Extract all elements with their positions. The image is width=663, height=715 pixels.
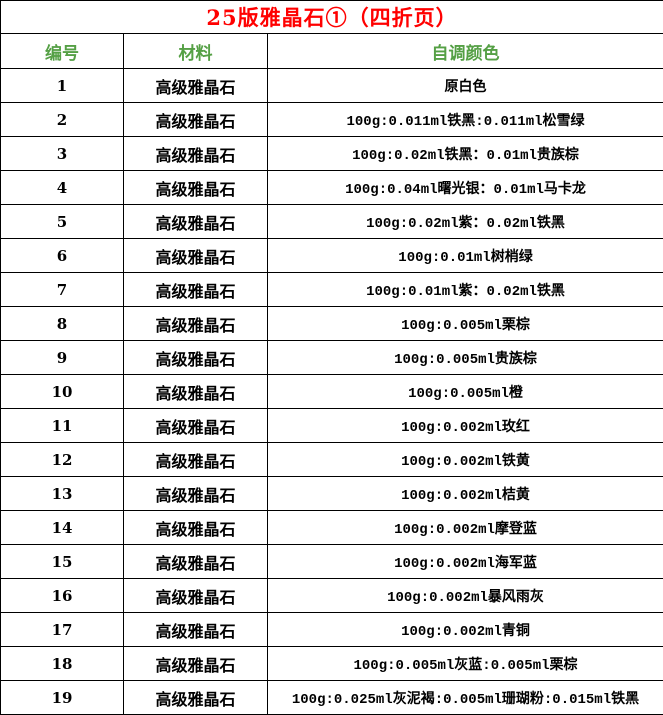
table-row: 3 高级雅晶石 100g:0.02ml铁黑：0.01ml贵族棕 <box>0 136 663 171</box>
table-row: 5 高级雅晶石 100g:0.02ml紫：0.02ml铁黑 <box>0 204 663 239</box>
cell-material: 高级雅晶石 <box>123 578 268 613</box>
cell-color: 100g:0.011ml铁黑:0.011ml松雪绿 <box>266 102 663 137</box>
cell-material: 高级雅晶石 <box>123 340 268 375</box>
cell-color: 100g:0.01ml紫：0.02ml铁黑 <box>266 272 663 307</box>
cell-material: 高级雅晶石 <box>123 442 268 477</box>
column-header-id: 编号 <box>0 33 124 69</box>
cell-color: 100g:0.025ml灰泥褐:0.005ml珊瑚粉:0.015ml铁黑 <box>266 680 663 715</box>
cell-color: 100g:0.002ml青铜 <box>266 612 663 647</box>
table-row: 12 高级雅晶石 100g:0.002ml铁黄 <box>0 442 663 477</box>
cell-id: 10 <box>0 374 124 409</box>
table-row: 1 高级雅晶石 原白色 <box>0 68 663 103</box>
cell-id: 19 <box>0 680 124 715</box>
cell-color: 100g:0.01ml树梢绿 <box>266 238 663 273</box>
table-row: 14 高级雅晶石 100g:0.002ml摩登蓝 <box>0 510 663 545</box>
cell-color: 100g:0.005ml橙 <box>266 374 663 409</box>
cell-color: 100g:0.002ml桔黄 <box>266 476 663 511</box>
cell-color: 100g:0.005ml贵族棕 <box>266 340 663 375</box>
column-header-material: 材料 <box>123 33 268 69</box>
column-header-row: 编号 材料 自调颜色 <box>0 33 663 69</box>
table-row: 11 高级雅晶石 100g:0.002ml玫红 <box>0 408 663 443</box>
cell-material: 高级雅晶石 <box>123 136 268 171</box>
cell-id: 7 <box>0 272 124 307</box>
table-row: 10 高级雅晶石 100g:0.005ml橙 <box>0 374 663 409</box>
cell-material: 高级雅晶石 <box>123 544 268 579</box>
table-row: 2 高级雅晶石 100g:0.011ml铁黑:0.011ml松雪绿 <box>0 102 663 137</box>
cell-color: 100g:0.002ml暴风雨灰 <box>266 578 663 613</box>
cell-id: 17 <box>0 612 124 647</box>
title-row: 25版雅晶石①（四折页） <box>0 0 663 34</box>
cell-color: 100g:0.002ml铁黄 <box>266 442 663 477</box>
cell-color: 原白色 <box>266 68 663 103</box>
column-header-color: 自调颜色 <box>266 33 663 69</box>
cell-material: 高级雅晶石 <box>123 272 268 307</box>
cell-color: 100g:0.005ml灰蓝:0.005ml栗棕 <box>266 646 663 681</box>
cell-color: 100g:0.02ml紫：0.02ml铁黑 <box>266 204 663 239</box>
table-row: 9 高级雅晶石 100g:0.005ml贵族棕 <box>0 340 663 375</box>
cell-id: 3 <box>0 136 124 171</box>
cell-material: 高级雅晶石 <box>123 476 268 511</box>
table-row: 6 高级雅晶石 100g:0.01ml树梢绿 <box>0 238 663 273</box>
table-body: 1 高级雅晶石 原白色 2 高级雅晶石 100g:0.011ml铁黑:0.011… <box>0 68 663 715</box>
cell-color: 100g:0.002ml摩登蓝 <box>266 510 663 545</box>
cell-material: 高级雅晶石 <box>123 612 268 647</box>
cell-id: 2 <box>0 102 124 137</box>
cell-material: 高级雅晶石 <box>123 170 268 205</box>
table-row: 8 高级雅晶石 100g:0.005ml栗棕 <box>0 306 663 341</box>
cell-material: 高级雅晶石 <box>123 680 268 715</box>
cell-id: 14 <box>0 510 124 545</box>
table-row: 4 高级雅晶石 100g:0.04ml曙光银：0.01ml马卡龙 <box>0 170 663 205</box>
cell-material: 高级雅晶石 <box>123 510 268 545</box>
table-row: 18 高级雅晶石 100g:0.005ml灰蓝:0.005ml栗棕 <box>0 646 663 681</box>
table-row: 15 高级雅晶石 100g:0.002ml海军蓝 <box>0 544 663 579</box>
cell-material: 高级雅晶石 <box>123 306 268 341</box>
cell-color: 100g:0.002ml玫红 <box>266 408 663 443</box>
cell-id: 11 <box>0 408 124 443</box>
cell-id: 6 <box>0 238 124 273</box>
cell-id: 12 <box>0 442 124 477</box>
table-row: 17 高级雅晶石 100g:0.002ml青铜 <box>0 612 663 647</box>
cell-material: 高级雅晶石 <box>123 238 268 273</box>
cell-id: 4 <box>0 170 124 205</box>
cell-material: 高级雅晶石 <box>123 102 268 137</box>
cell-color: 100g:0.005ml栗棕 <box>266 306 663 341</box>
cell-color: 100g:0.02ml铁黑：0.01ml贵族棕 <box>266 136 663 171</box>
cell-id: 1 <box>0 68 124 103</box>
cell-id: 15 <box>0 544 124 579</box>
cell-material: 高级雅晶石 <box>123 204 268 239</box>
cell-material: 高级雅晶石 <box>123 374 268 409</box>
cell-id: 8 <box>0 306 124 341</box>
cell-material: 高级雅晶石 <box>123 408 268 443</box>
page-title: 25版雅晶石①（四折页） <box>0 0 663 34</box>
cell-id: 5 <box>0 204 124 239</box>
table-row: 16 高级雅晶石 100g:0.002ml暴风雨灰 <box>0 578 663 613</box>
cell-color: 100g:0.04ml曙光银：0.01ml马卡龙 <box>266 170 663 205</box>
table-row: 7 高级雅晶石 100g:0.01ml紫：0.02ml铁黑 <box>0 272 663 307</box>
table-row: 13 高级雅晶石 100g:0.002ml桔黄 <box>0 476 663 511</box>
cell-id: 13 <box>0 476 124 511</box>
cell-id: 16 <box>0 578 124 613</box>
cell-material: 高级雅晶石 <box>123 646 268 681</box>
cell-color: 100g:0.002ml海军蓝 <box>266 544 663 579</box>
cell-material: 高级雅晶石 <box>123 68 268 103</box>
cell-id: 18 <box>0 646 124 681</box>
table-row: 19 高级雅晶石 100g:0.025ml灰泥褐:0.005ml珊瑚粉:0.01… <box>0 680 663 715</box>
cell-id: 9 <box>0 340 124 375</box>
